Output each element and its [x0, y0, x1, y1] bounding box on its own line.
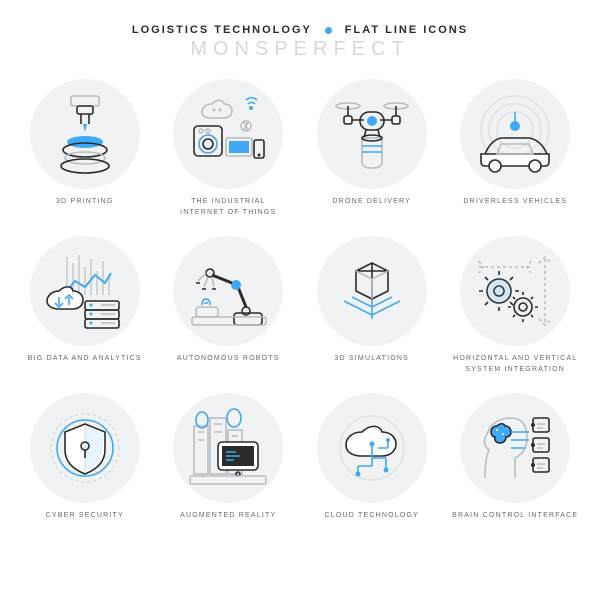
cell-integration: HORIZONTAL AND VERTICAL SYSTEM INTEGRATI… [451, 236, 581, 375]
3d-simulations-icon [317, 236, 427, 346]
caption: CYBER SECURITY [46, 511, 124, 522]
caption: THE INDUSTRIAL INTERNET OF THINGS [180, 197, 276, 218]
cloud-technology-icon [317, 393, 427, 503]
cyber-security-icon [30, 393, 140, 503]
system-integration-icon [460, 236, 570, 346]
cell-3d-printing: 3D PRINTING [20, 79, 150, 218]
dot-separator [325, 27, 332, 34]
3d-printing-icon [30, 79, 140, 189]
brain-control-icon [460, 393, 570, 503]
cell-ar: AUGMENTED REALITY [164, 393, 294, 522]
title-left: LOGISTICS TECHNOLOGY [132, 24, 312, 36]
caption: HORIZONTAL AND VERTICAL SYSTEM INTEGRATI… [453, 354, 577, 375]
title-right: FLAT LINE ICONS [345, 24, 468, 36]
cell-big-data: BIG DATA AND ANALYTICS [20, 236, 150, 375]
autonomous-robots-icon [173, 236, 283, 346]
cell-3d-sim: 3D SIMULATIONS [307, 236, 437, 375]
cell-cyber-security: CYBER SECURITY [20, 393, 150, 522]
caption: 3D SIMULATIONS [334, 354, 409, 365]
cell-brain: BRAIN CONTROL INTERFACE [451, 393, 581, 522]
caption: DRIVERLESS VEHICLES [463, 197, 567, 208]
cell-robots: AUTONOMOUS ROBOTS [164, 236, 294, 375]
cell-cloud: CLOUD TECHNOLOGY [307, 393, 437, 522]
drone-delivery-icon [317, 79, 427, 189]
brand-label: MONSPERFECT [20, 38, 580, 61]
augmented-reality-icon [173, 393, 283, 503]
iiot-icon [173, 79, 283, 189]
caption: CLOUD TECHNOLOGY [324, 511, 419, 522]
driverless-vehicles-icon [460, 79, 570, 189]
caption: 3D PRINTING [56, 197, 114, 208]
icon-grid: 3D PRINTING THE INDUSTRIAL INTERNET [20, 79, 580, 522]
caption: AUTONOMOUS ROBOTS [177, 354, 280, 365]
caption: BIG DATA AND ANALYTICS [28, 354, 142, 365]
header: LOGISTICS TECHNOLOGY FLAT LINE ICONS MON… [20, 24, 580, 61]
caption: BRAIN CONTROL INTERFACE [452, 511, 578, 522]
cell-drone: DRONE DELIVERY [307, 79, 437, 218]
big-data-icon [30, 236, 140, 346]
caption: AUGMENTED REALITY [180, 511, 276, 522]
cell-driverless: DRIVERLESS VEHICLES [451, 79, 581, 218]
caption: DRONE DELIVERY [332, 197, 411, 208]
cell-iiot: THE INDUSTRIAL INTERNET OF THINGS [164, 79, 294, 218]
page-title: LOGISTICS TECHNOLOGY FLAT LINE ICONS [20, 24, 580, 36]
